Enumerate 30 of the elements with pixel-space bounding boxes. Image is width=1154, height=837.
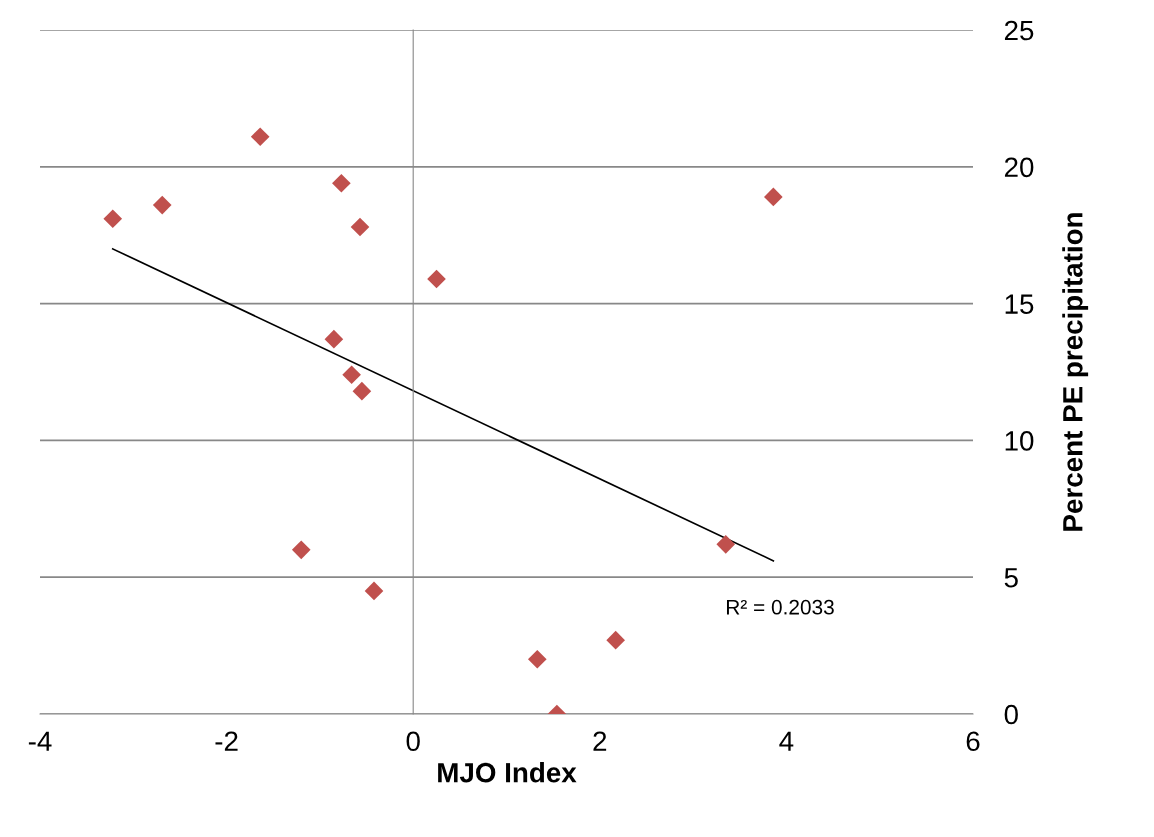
x-tick-label: -2 xyxy=(215,731,238,751)
point xyxy=(427,269,446,289)
x-tick-label: 2 xyxy=(593,731,607,751)
x-axis-title: MJO Index xyxy=(438,762,577,783)
x-tick-label: 6 xyxy=(966,731,980,752)
x-tick-label: -4 xyxy=(28,731,52,751)
point xyxy=(352,381,372,401)
point xyxy=(342,365,361,385)
annotation: R² = 0.2033 xyxy=(726,599,834,615)
y-tick-label: 20 xyxy=(1004,157,1034,178)
point xyxy=(606,630,625,650)
point xyxy=(152,195,172,215)
point xyxy=(350,217,370,237)
y-tick-label: 5 xyxy=(1004,568,1018,588)
y-tick-label: 25 xyxy=(1004,20,1034,41)
point xyxy=(764,187,783,207)
point xyxy=(250,127,270,147)
point xyxy=(103,209,123,229)
point xyxy=(324,329,344,349)
point xyxy=(527,649,547,669)
point xyxy=(716,535,736,554)
point xyxy=(332,173,351,193)
y-tick-label: 10 xyxy=(1005,431,1034,451)
x-tick-label: 4 xyxy=(779,731,794,751)
point xyxy=(291,540,311,560)
x-tick-label: 0 xyxy=(406,731,420,752)
y-tick-label: 15 xyxy=(1005,294,1034,314)
y-axis-title: Percent PE precipitation xyxy=(1062,213,1089,531)
y-tick-label: 0 xyxy=(1004,704,1018,725)
point xyxy=(364,581,384,601)
